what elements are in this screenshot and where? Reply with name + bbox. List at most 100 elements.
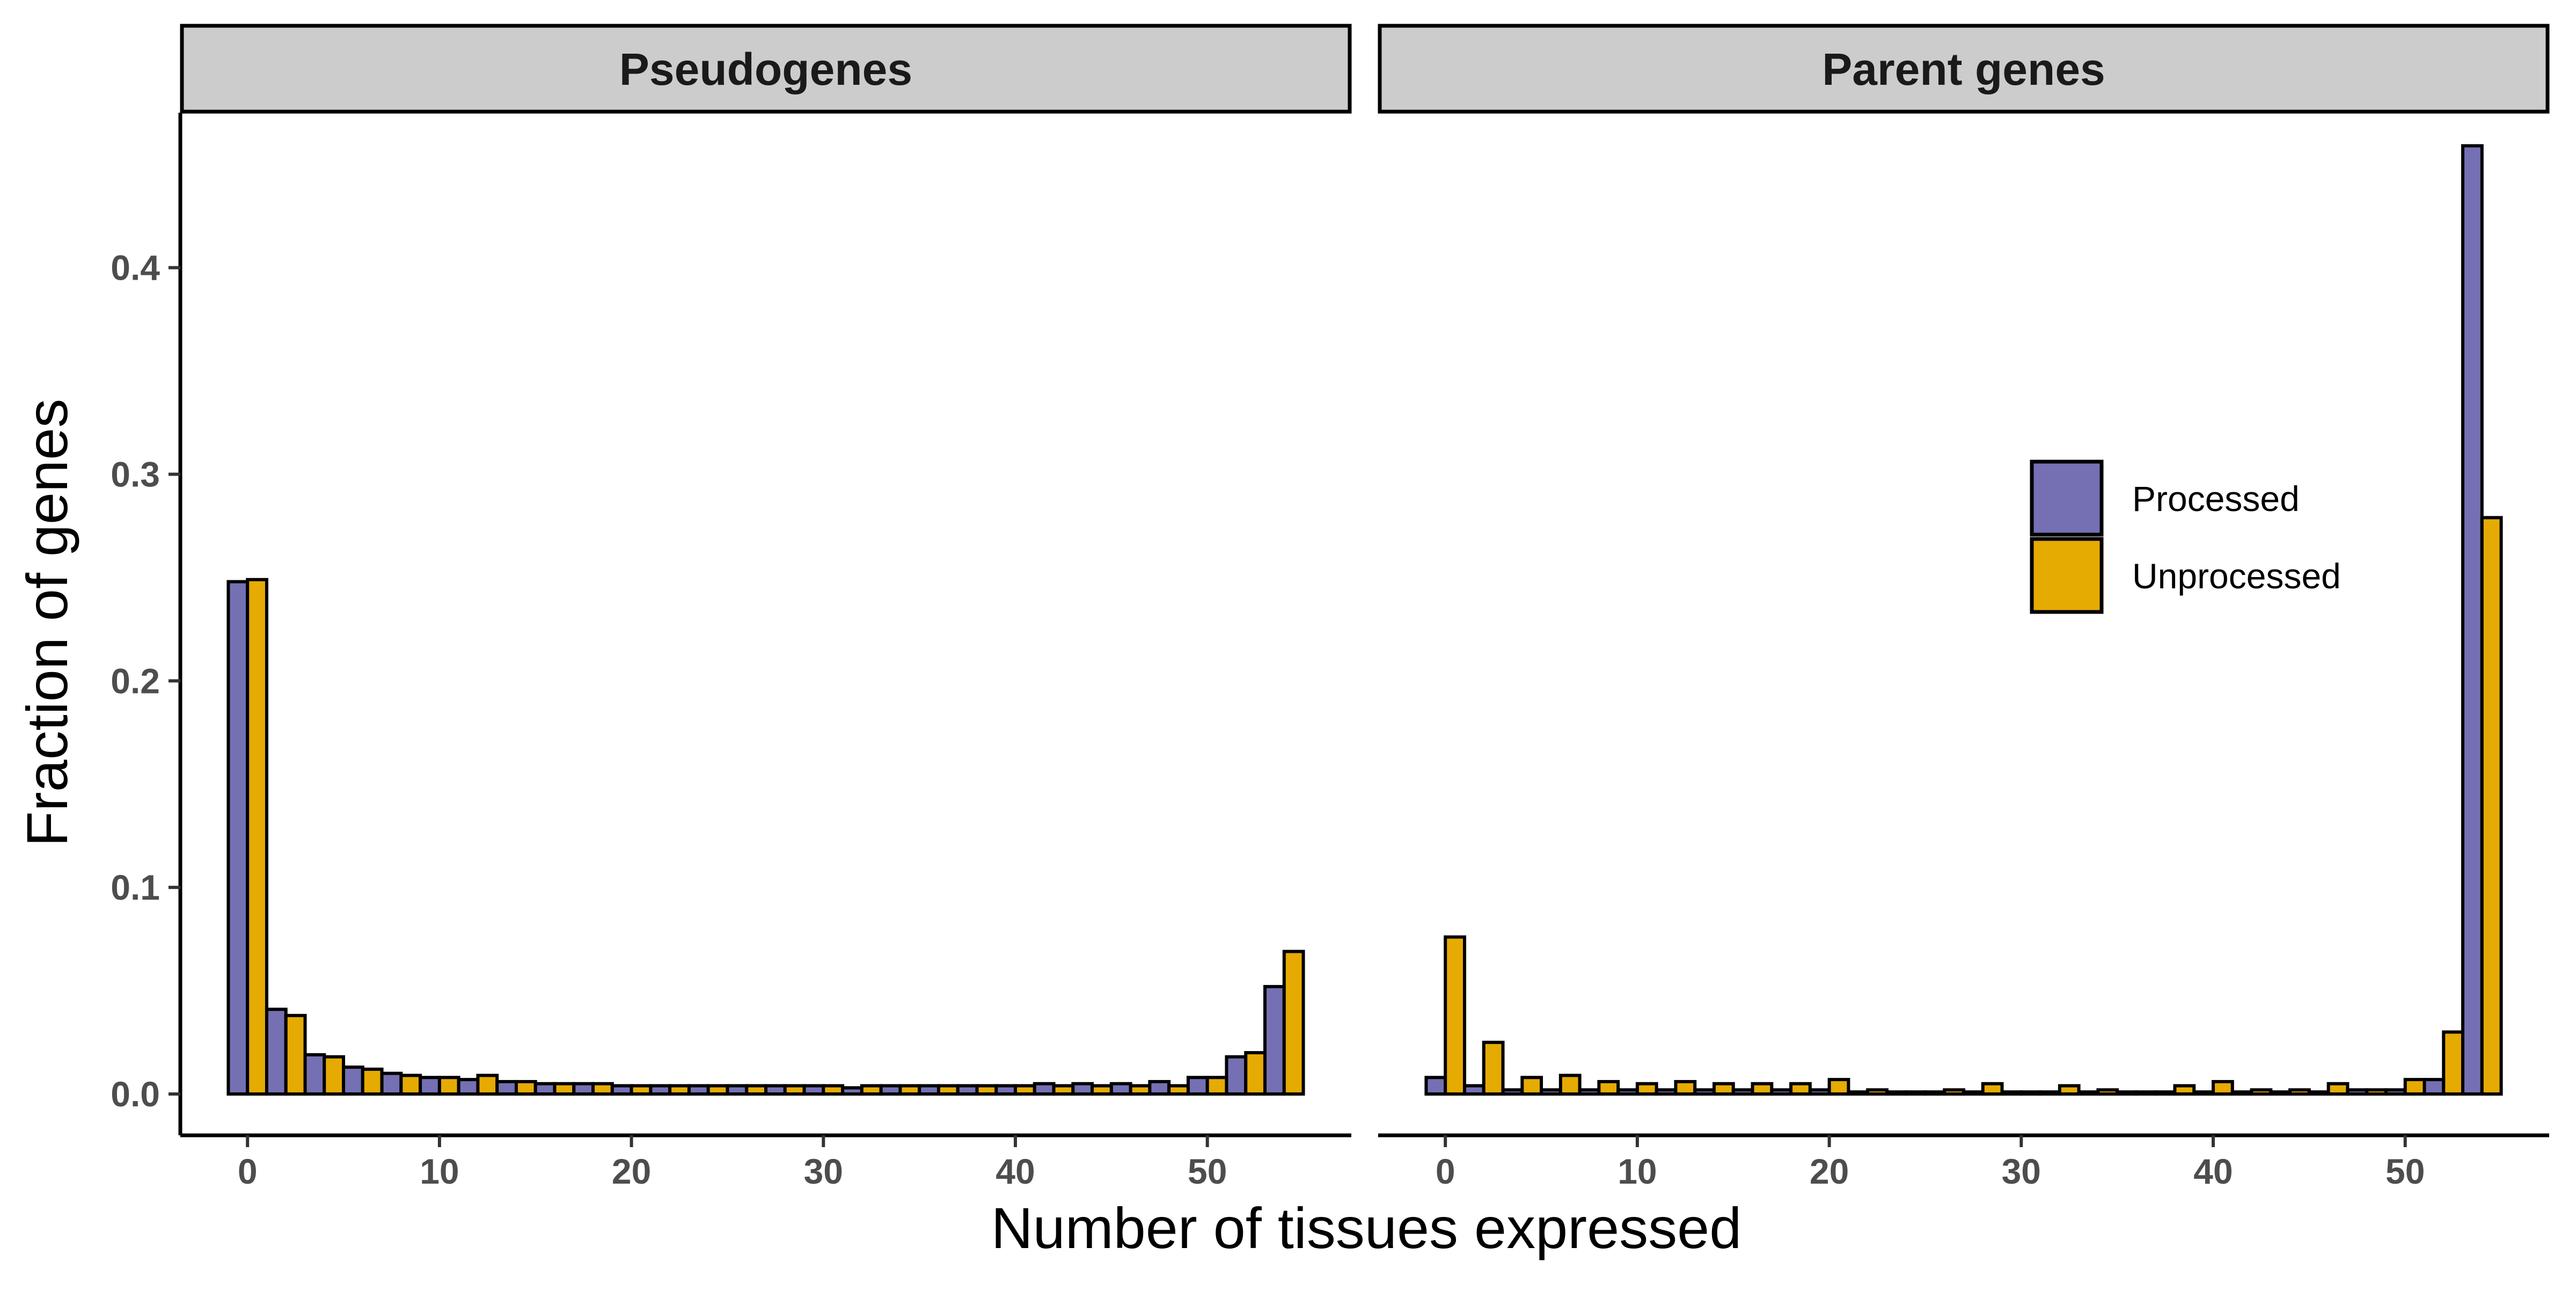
bar-processed-30 — [2000, 1090, 2023, 1096]
bar-unprocessed-4 — [1520, 1076, 1543, 1096]
bar-processed-16 — [533, 1082, 557, 1096]
bar-unprocessed-22 — [1866, 1088, 1889, 1096]
bar-unprocessed-30 — [2019, 1090, 2043, 1096]
bar-processed-46 — [1109, 1082, 1132, 1096]
legend-label-processed: Processed — [2132, 479, 2300, 519]
x-tick-label: 30 — [2002, 1151, 2041, 1191]
bar-processed-26 — [726, 1084, 749, 1096]
x-tick-label: 0 — [238, 1151, 258, 1191]
bar-unprocessed-50 — [1205, 1076, 1228, 1096]
panel-strip — [1378, 24, 2550, 114]
x-tick-label: 20 — [1810, 1151, 1849, 1191]
bar-processed-48 — [2346, 1088, 2369, 1096]
bar-processed-52 — [1225, 1055, 1248, 1096]
bar-unprocessed-10 — [437, 1076, 460, 1096]
panel-1: Parent genes 0 10 20 30 40 50 — [1378, 24, 2550, 1191]
bar-unprocessed-2 — [1482, 1040, 1505, 1096]
bar-processed-48 — [1148, 1080, 1171, 1096]
bar-unprocessed-4 — [323, 1055, 346, 1096]
bars — [1424, 144, 2503, 1096]
y-tick-label: 0.4 — [111, 248, 160, 288]
bar-unprocessed-32 — [2058, 1084, 2081, 1096]
bar-processed-46 — [2307, 1090, 2330, 1096]
bar-processed-36 — [918, 1084, 940, 1096]
bar-unprocessed-40 — [1014, 1084, 1036, 1096]
bar-processed-22 — [649, 1084, 672, 1096]
bar-unprocessed-44 — [2288, 1088, 2311, 1096]
panels-layer: Pseudogenes 0 10 20 30 40 50 Parent genes 0 10 20 3… — [180, 24, 2550, 1191]
y-axis: 0.0 0.1 0.2 0.3 0.4 — [111, 113, 182, 1135]
bar-unprocessed-30 — [822, 1084, 845, 1096]
bar-processed-24 — [1885, 1090, 1908, 1096]
x-tick-label: 10 — [1618, 1151, 1657, 1191]
bar-processed-20 — [1808, 1088, 1831, 1096]
bar-unprocessed-14 — [1712, 1082, 1735, 1096]
x-tick-label: 0 — [1436, 1151, 1455, 1191]
legend-key-processed — [2030, 459, 2104, 537]
panel-title: Parent genes — [1822, 44, 2105, 94]
bar-unprocessed-52 — [2442, 1030, 2465, 1096]
bar-processed-44 — [2269, 1090, 2292, 1096]
bar-unprocessed-12 — [476, 1074, 499, 1096]
bar-unprocessed-8 — [399, 1074, 422, 1096]
bar-unprocessed-0 — [246, 578, 268, 1096]
bar-processed-42 — [1033, 1082, 1056, 1096]
bar-processed-34 — [2077, 1090, 2100, 1096]
bar-processed-8 — [1578, 1088, 1601, 1096]
bar-processed-52 — [2423, 1078, 2446, 1096]
bar-unprocessed-16 — [553, 1082, 576, 1096]
bar-processed-6 — [342, 1066, 364, 1096]
x-tick-label: 40 — [996, 1151, 1035, 1191]
bar-unprocessed-24 — [1904, 1090, 1927, 1096]
bar-processed-54 — [1263, 984, 1286, 1096]
bar-processed-18 — [572, 1082, 595, 1096]
bar-unprocessed-50 — [2403, 1078, 2426, 1096]
x-tick-label: 50 — [1188, 1151, 1227, 1191]
bar-unprocessed-22 — [668, 1084, 691, 1096]
bar-unprocessed-32 — [860, 1084, 883, 1096]
bar-processed-6 — [1540, 1088, 1562, 1096]
x-tick-label: 30 — [804, 1151, 843, 1191]
bar-unprocessed-18 — [1789, 1082, 1812, 1096]
bar-processed-38 — [956, 1084, 979, 1096]
bar-processed-4 — [1501, 1088, 1524, 1096]
bar-unprocessed-42 — [1052, 1084, 1075, 1096]
bar-processed-10 — [1616, 1088, 1639, 1096]
bar-processed-38 — [2154, 1090, 2177, 1096]
bar-processed-28 — [764, 1084, 787, 1096]
legend-label-unprocessed: Unprocessed — [2132, 556, 2341, 596]
bar-unprocessed-44 — [1091, 1084, 1113, 1096]
bar-processed-36 — [2116, 1090, 2138, 1096]
bar-processed-42 — [2230, 1090, 2253, 1096]
bar-processed-8 — [380, 1071, 403, 1096]
bar-unprocessed-16 — [1751, 1082, 1774, 1096]
x-tick-label: 40 — [2193, 1151, 2233, 1191]
bar-unprocessed-6 — [1558, 1074, 1582, 1096]
x-tick-label: 10 — [420, 1151, 459, 1191]
bar-processed-40 — [2192, 1090, 2215, 1096]
bar-unprocessed-20 — [630, 1084, 653, 1096]
bar-unprocessed-46 — [1129, 1084, 1152, 1096]
y-axis-title: Fraction of genes — [14, 399, 79, 847]
bar-unprocessed-26 — [745, 1084, 767, 1096]
bar-unprocessed-26 — [1943, 1088, 1965, 1096]
panel-strip — [180, 24, 1352, 114]
bar-unprocessed-18 — [591, 1082, 614, 1096]
bar-unprocessed-28 — [783, 1084, 806, 1096]
legend: Processed Unprocessed — [2030, 459, 2341, 614]
bar-unprocessed-36 — [2134, 1090, 2157, 1096]
bar-unprocessed-46 — [2326, 1082, 2350, 1096]
bar-processed-20 — [610, 1084, 633, 1096]
bar-unprocessed-34 — [898, 1084, 921, 1096]
bar-unprocessed-2 — [284, 1013, 307, 1096]
x-tick-label: 20 — [612, 1151, 651, 1191]
bar-processed-2 — [265, 1008, 288, 1096]
bar-unprocessed-6 — [361, 1067, 384, 1096]
bar-unprocessed-48 — [1167, 1084, 1190, 1096]
bar-unprocessed-42 — [2250, 1088, 2273, 1096]
bar-unprocessed-54 — [2480, 516, 2503, 1096]
x-tick-label: 50 — [2385, 1151, 2425, 1191]
bar-processed-40 — [994, 1084, 1018, 1096]
bar-processed-30 — [802, 1084, 825, 1096]
